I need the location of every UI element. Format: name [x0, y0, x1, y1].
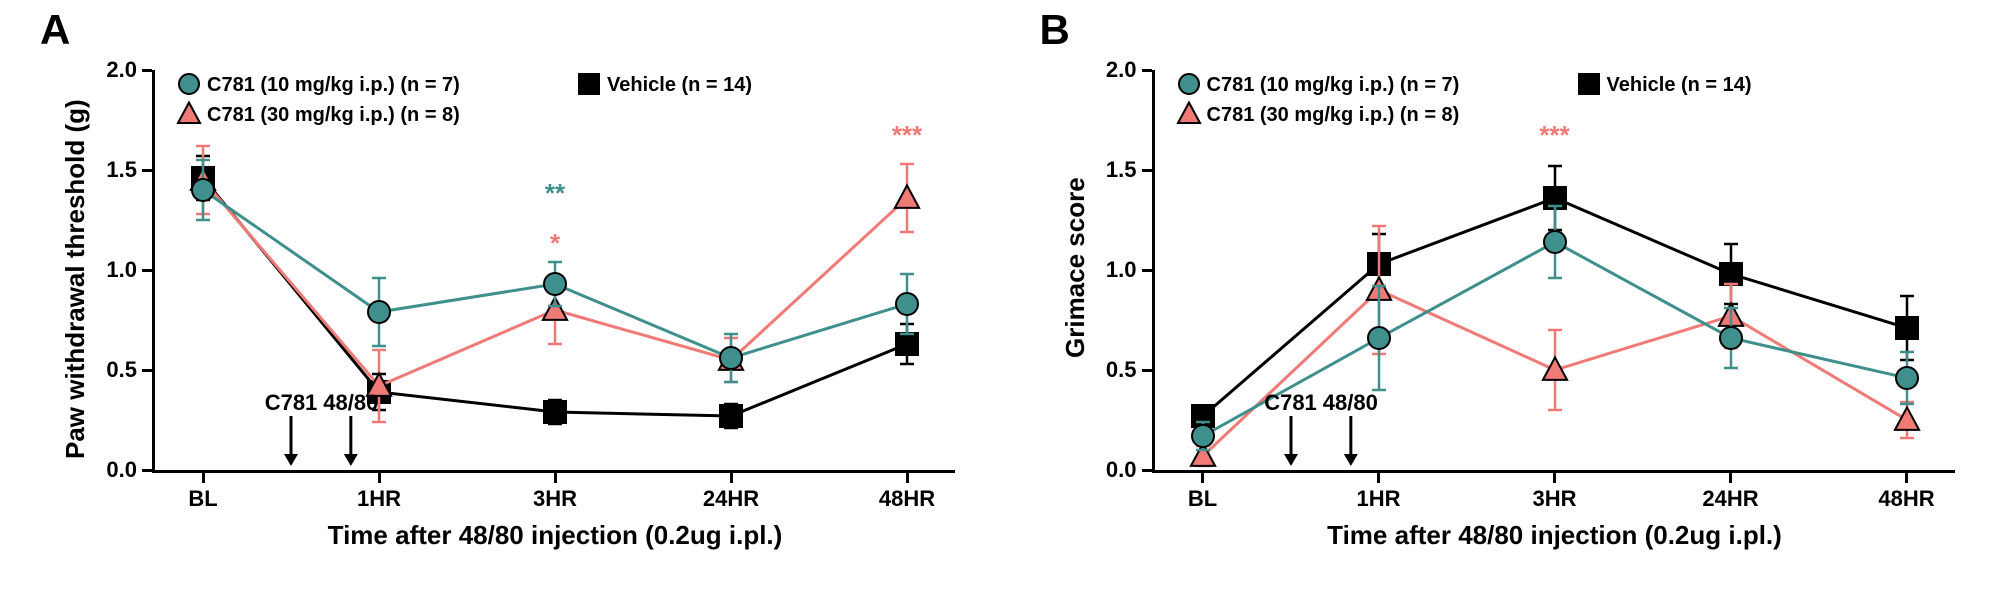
x-tick [554, 473, 557, 483]
data-marker [1720, 263, 1742, 285]
x-tick [1201, 473, 1204, 483]
y-tick [1142, 169, 1152, 172]
x-tick-label: 24HR [681, 486, 781, 512]
arrowhead-icon [284, 454, 298, 466]
data-marker [192, 179, 214, 201]
x-axis-label: Time after 48/80 injection (0.2ug i.pl.) [155, 520, 955, 551]
significance-marker: ** [515, 178, 595, 209]
x-tick [1553, 473, 1556, 483]
data-marker [720, 347, 742, 369]
x-tick-label: 48HR [857, 486, 957, 512]
legend-item-label: C781 (30 mg/kg i.p.) (n = 8) [1207, 104, 1460, 127]
x-tick [1377, 473, 1380, 483]
x-tick-label: 24HR [1681, 486, 1781, 512]
data-marker [1896, 367, 1918, 389]
y-tick-label: 1.5 [97, 157, 137, 183]
y-tick-label: 1.0 [97, 257, 137, 283]
plot-area: 0.00.51.01.52.0BL1HR3HR24HR48HRC78148/80… [155, 70, 955, 470]
panel-b: B 0.00.51.01.52.0BL1HR3HR24HR48HRC78148/… [1000, 0, 1999, 599]
data-marker [896, 333, 918, 355]
data-marker [1368, 327, 1390, 349]
data-marker [896, 293, 918, 315]
y-tick-label: 0.0 [1097, 457, 1137, 483]
arrowhead-icon [1284, 454, 1298, 466]
x-tick-label: 3HR [1505, 486, 1605, 512]
data-marker [895, 185, 919, 208]
y-tick-label: 0.5 [97, 357, 137, 383]
x-tick [202, 473, 205, 483]
x-tick [378, 473, 381, 483]
figure: A 0.00.51.01.52.0BL1HR3HR24HR48HRC78148/… [0, 0, 1999, 599]
y-tick-label: 0.5 [1097, 357, 1137, 383]
y-tick [142, 369, 152, 372]
x-tick [1729, 473, 1732, 483]
data-marker [720, 405, 742, 427]
y-tick [142, 169, 152, 172]
data-marker [1544, 231, 1566, 253]
legend-marker-icon [1175, 70, 1203, 98]
y-tick [142, 469, 152, 472]
y-tick-label: 1.0 [1097, 257, 1137, 283]
x-axis-label: Time after 48/80 injection (0.2ug i.pl.) [1155, 520, 1955, 551]
x-tick [1905, 473, 1908, 483]
y-tick [142, 269, 152, 272]
data-marker [544, 401, 566, 423]
legend-item-label: C781 (10 mg/kg i.p.) (n = 7) [207, 74, 460, 97]
x-tick-label: 1HR [329, 486, 429, 512]
legend-marker-icon [1575, 70, 1603, 98]
legend-marker-icon [175, 70, 203, 98]
arrowhead-icon [1343, 454, 1357, 466]
injection-label: 48/80 [311, 390, 391, 416]
arrowhead-icon [344, 454, 358, 466]
data-marker [1896, 317, 1918, 339]
legend-item-label: C781 (10 mg/kg i.p.) (n = 7) [1207, 74, 1460, 97]
significance-marker: *** [1515, 120, 1595, 151]
y-tick [1142, 469, 1152, 472]
panel-label-b: B [1040, 6, 1070, 54]
data-marker [368, 301, 390, 323]
y-tick-label: 2.0 [97, 57, 137, 83]
data-marker [544, 273, 566, 295]
legend-marker-icon [1175, 100, 1203, 128]
y-tick-label: 0.0 [97, 457, 137, 483]
y-tick [1142, 269, 1152, 272]
panel-label-a: A [40, 6, 70, 54]
legend-item-label: C781 (30 mg/kg i.p.) (n = 8) [207, 104, 460, 127]
x-tick-label: 48HR [1857, 486, 1957, 512]
injection-label: 48/80 [1310, 390, 1390, 416]
x-tick-label: 1HR [1329, 486, 1429, 512]
x-tick [730, 473, 733, 483]
y-tick [142, 69, 152, 72]
x-tick-label: 3HR [505, 486, 605, 512]
data-marker [1192, 425, 1214, 447]
legend-marker-icon [575, 70, 603, 98]
legend-item-label: Vehicle (n = 14) [1607, 74, 1752, 97]
x-tick-label: BL [153, 486, 253, 512]
legend-marker-icon [175, 100, 203, 128]
data-marker [1894, 407, 1918, 430]
significance-marker: * [515, 228, 595, 259]
y-axis-label: Paw withdrawal threshold (g) [60, 100, 91, 460]
significance-marker: *** [867, 120, 947, 151]
panel-a: A 0.00.51.01.52.0BL1HR3HR24HR48HRC78148/… [0, 0, 1000, 599]
y-tick-label: 1.5 [1097, 157, 1137, 183]
x-tick-label: BL [1153, 486, 1253, 512]
y-tick-label: 2.0 [1097, 57, 1137, 83]
y-tick [1142, 69, 1152, 72]
data-marker [1720, 327, 1742, 349]
y-axis-label: Grimace score [1060, 177, 1091, 358]
y-tick [1142, 369, 1152, 372]
x-tick [906, 473, 909, 483]
plot-area: 0.00.51.01.52.0BL1HR3HR24HR48HRC78148/80… [1155, 70, 1955, 470]
legend-item-label: Vehicle (n = 14) [607, 74, 752, 97]
